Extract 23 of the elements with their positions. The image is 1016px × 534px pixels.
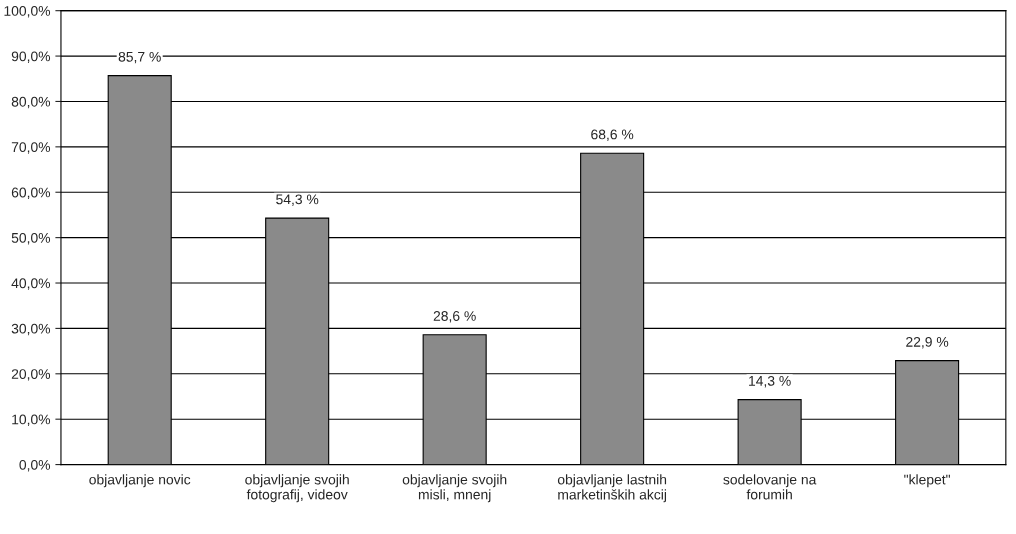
x-tick-label: sodelovanje na forumih [723,474,817,500]
y-tick-label: 20,0% [11,369,51,381]
data-label: 85,7 % [118,51,161,64]
x-tick-label: objavljanje svojih fotografij, videov [245,474,349,503]
y-tick-label: 10,0% [12,414,51,426]
y-tick-label: 100,0% [4,6,51,18]
x-tick-label: objavljanje novic [89,474,191,488]
data-label: 14,3 % [749,375,791,388]
y-tick-label: 0,0% [19,459,51,472]
y-tick-label: 40,0% [11,278,51,290]
y-tick-label: 70,0% [11,142,51,154]
y-tick-label: 50,0% [11,232,51,245]
y-tick-label: 90,0% [11,51,51,63]
data-label: 28,6 % [433,311,476,323]
x-tick-label: objavljanje svojih misli, mnenj [402,474,507,503]
x-tick-label: "klepet" [904,474,950,488]
data-label: 22,9 % [906,336,949,349]
y-tick-label: 30,0% [11,323,51,336]
y-tick-label: 80,0% [11,96,51,109]
data-label: 54,3 % [276,194,319,206]
x-tick-label: objavljanje lastnih marketinških akcij [557,474,667,503]
data-label: 68,6 % [591,129,634,141]
y-tick-label: 60,0% [11,187,51,200]
